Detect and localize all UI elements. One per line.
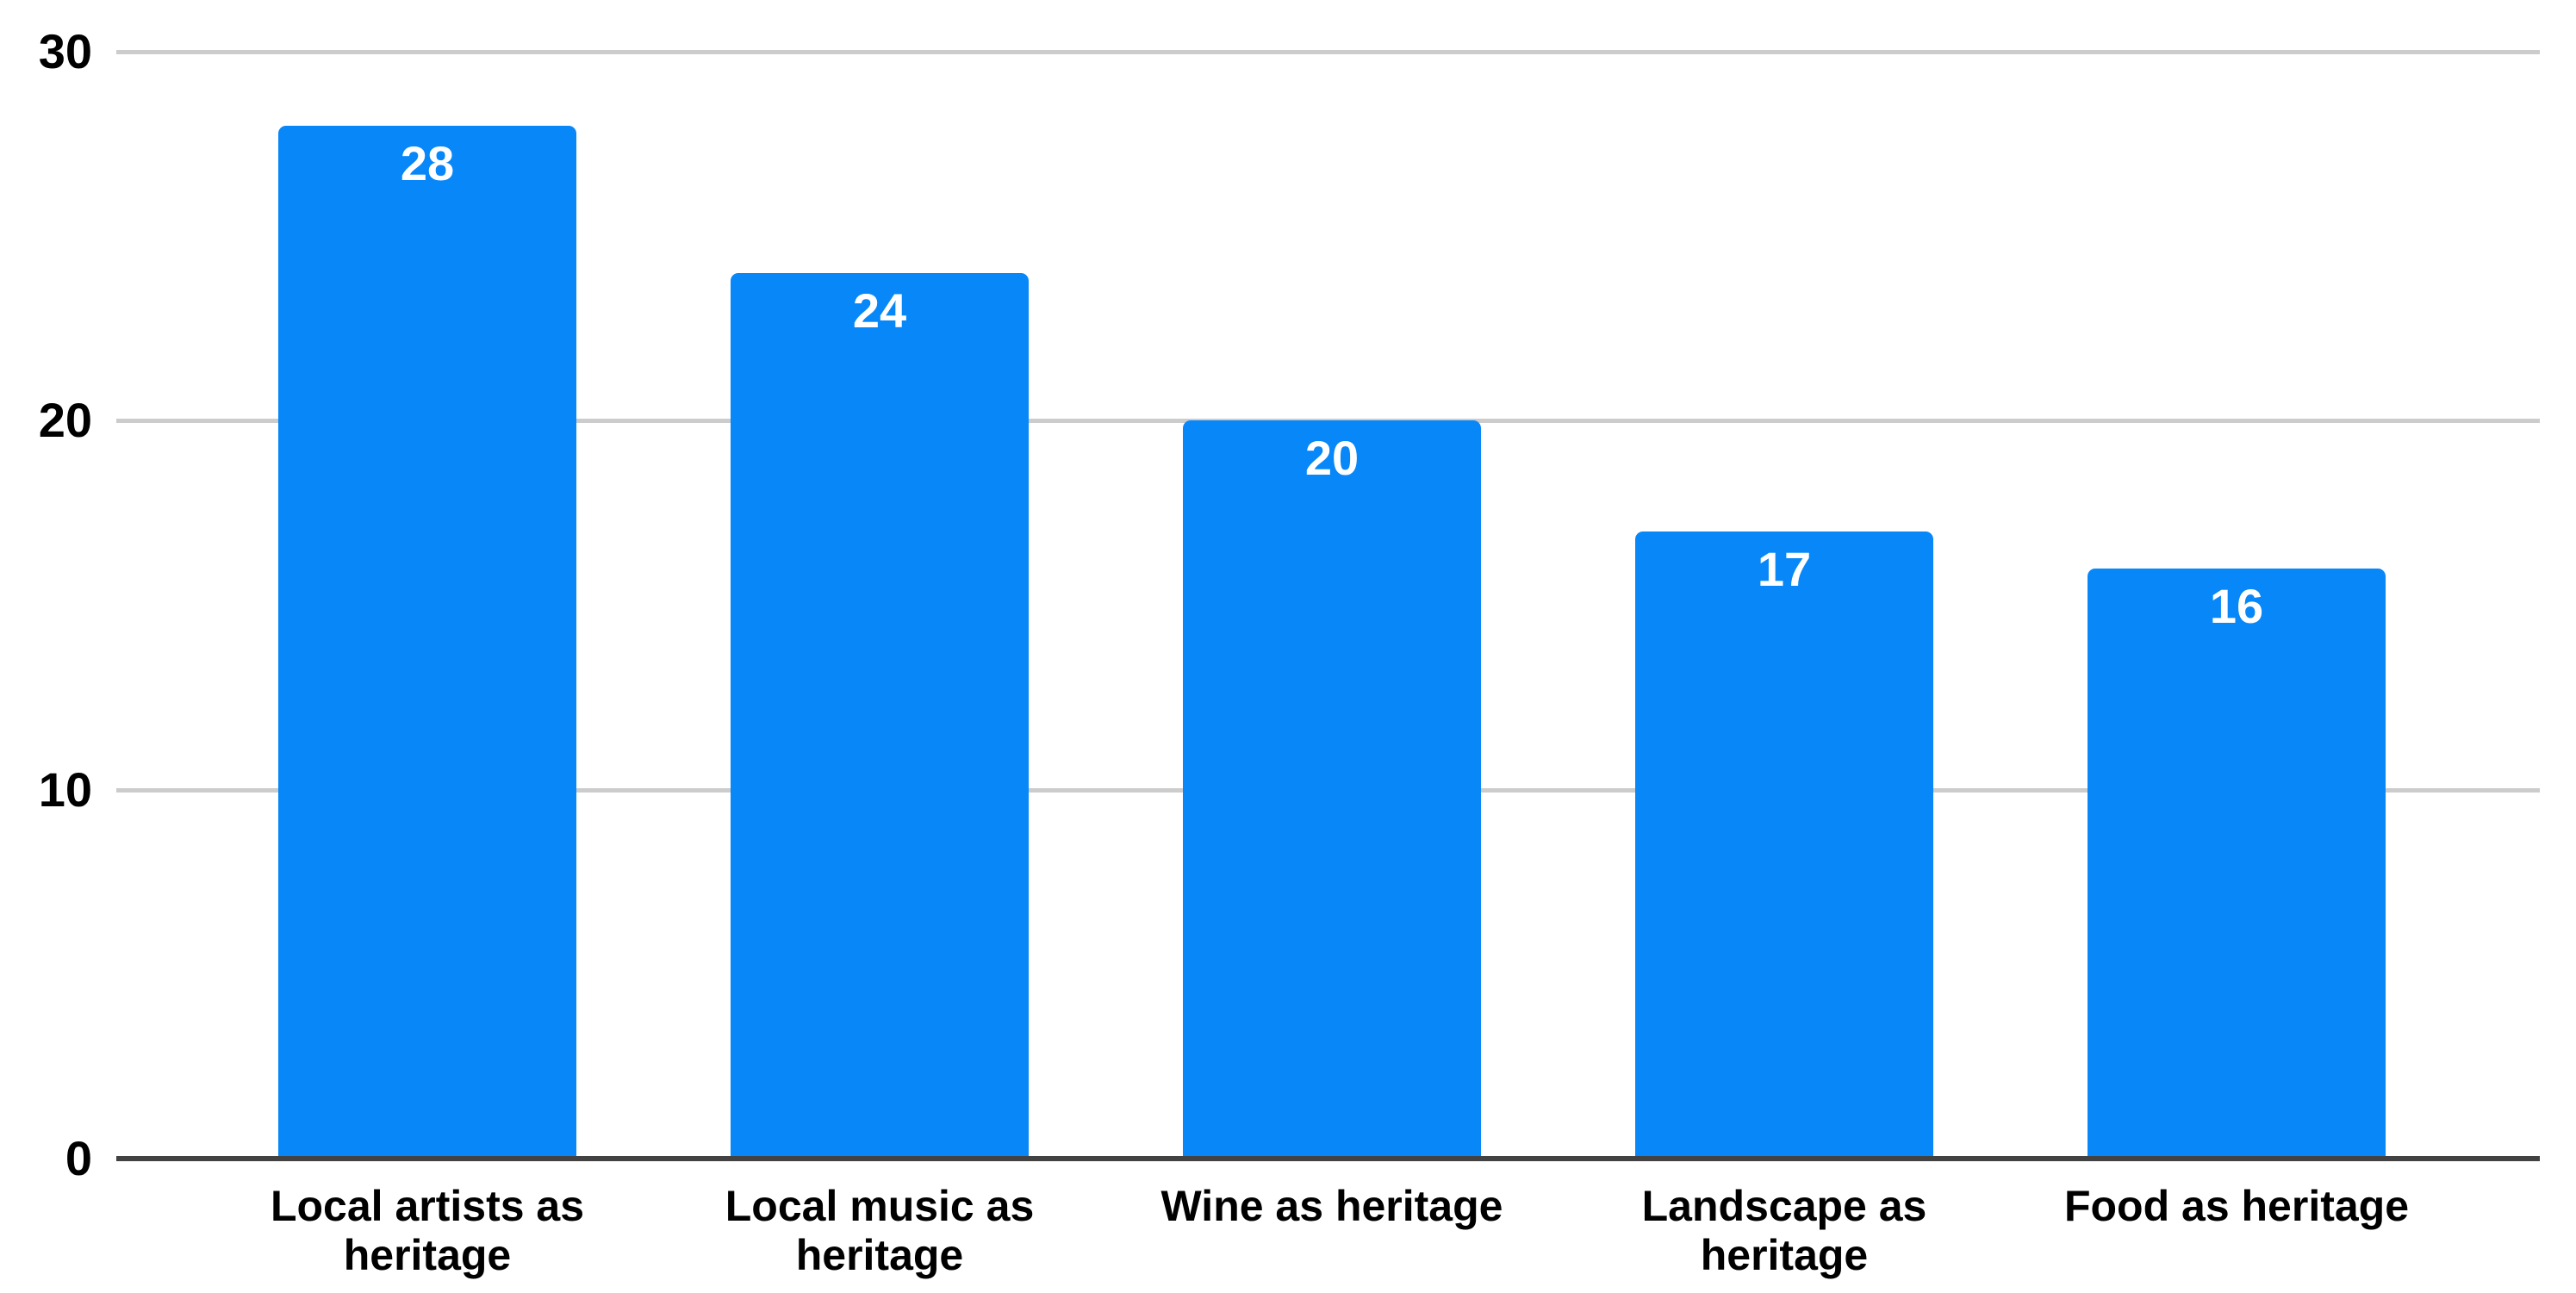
bar-value-label: 17 <box>1757 542 1812 596</box>
bar-value-label: 28 <box>400 136 455 190</box>
x-category-label: Local music as heritage <box>725 1182 1035 1279</box>
bar-value-label: 24 <box>852 283 907 338</box>
y-tick-label: 10 <box>38 762 92 817</box>
x-category-label: Food as heritage <box>2063 1182 2410 1230</box>
bar-value-label: 20 <box>1304 431 1360 485</box>
gridline <box>116 50 2540 54</box>
x-category-label: Local artists as heritage <box>270 1182 585 1279</box>
y-tick-label: 30 <box>38 24 92 78</box>
bar: 16 <box>2088 569 2386 1159</box>
bar: 17 <box>1635 531 1933 1159</box>
y-tick-label: 20 <box>38 393 92 447</box>
bar: 24 <box>731 273 1029 1159</box>
x-category-label: Landscape as heritage <box>1641 1182 1927 1279</box>
bar-value-label: 16 <box>2209 579 2264 633</box>
x-category-label: Wine as heritage <box>1160 1182 1503 1230</box>
bar: 20 <box>1183 420 1481 1159</box>
bar: 28 <box>278 126 576 1159</box>
x-axis-line <box>116 1156 2540 1161</box>
y-tick-label: 0 <box>65 1131 92 1185</box>
